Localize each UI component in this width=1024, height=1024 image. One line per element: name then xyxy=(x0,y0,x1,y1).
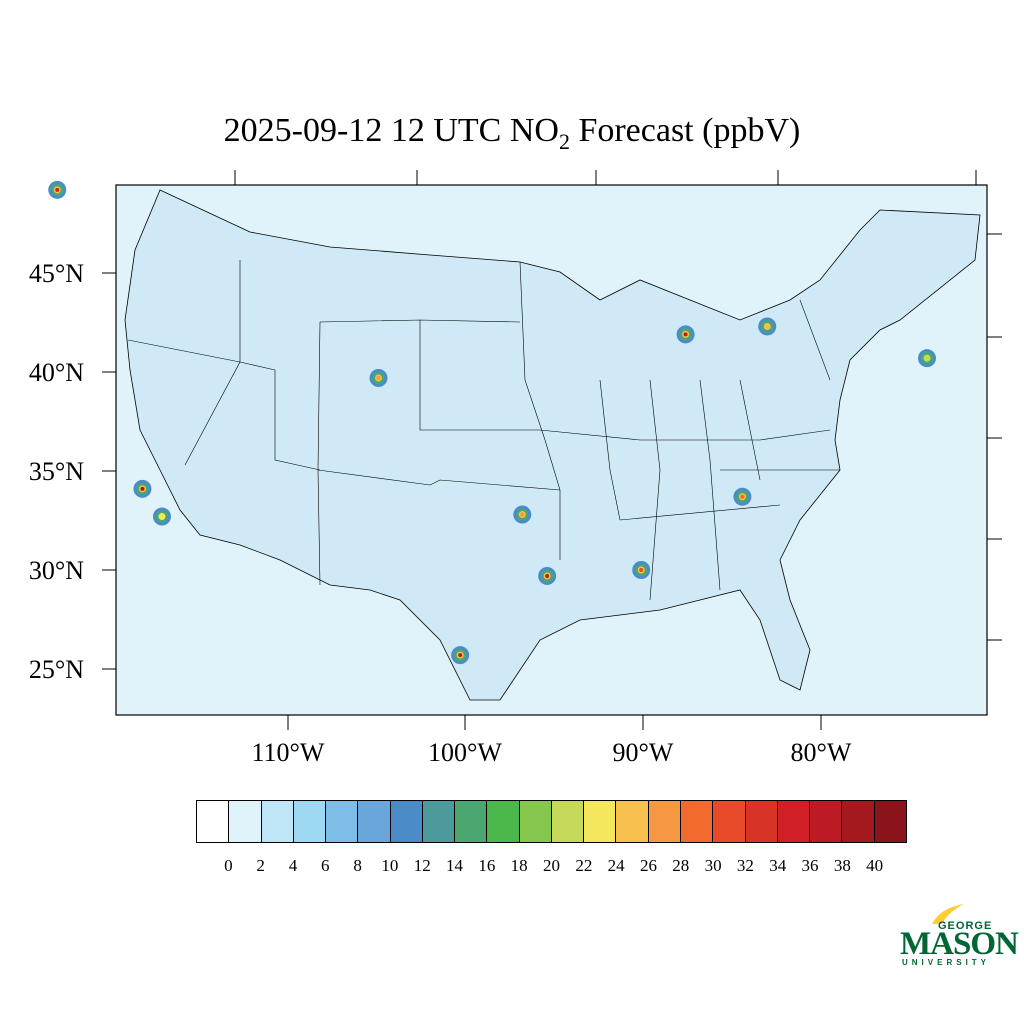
colorbar-tick-label: 40 xyxy=(866,856,884,875)
colorbar-tick-label: 8 xyxy=(353,856,362,875)
colorbar-swatch xyxy=(519,801,552,842)
lon-label-90w: 90°W xyxy=(612,738,674,767)
no2-hotspot xyxy=(765,324,770,329)
lat-label-45: 45°N xyxy=(28,259,84,288)
colorbar-tick-label: 26 xyxy=(639,856,657,875)
colorbar-swatch xyxy=(487,801,520,842)
flame-icon xyxy=(932,904,964,924)
no2-hotspot xyxy=(520,512,525,517)
colorbar-swatch xyxy=(261,801,294,842)
colorbar-tick-label: 32 xyxy=(736,856,754,875)
colorbar-swatch xyxy=(810,801,843,842)
colorbar-swatch xyxy=(293,801,327,842)
colorbar-tick-label: 20 xyxy=(543,856,560,875)
colorbar-swatch xyxy=(713,801,746,842)
lon-label-110w: 110°W xyxy=(251,738,325,767)
gmu-logo: GEORGE MASON UNIVERSITY xyxy=(898,902,1019,970)
state-boundaries xyxy=(127,260,840,601)
lat-label-25: 25°N xyxy=(28,655,84,684)
no2-hotspots xyxy=(48,180,936,665)
colorbar-tick-label: 2 xyxy=(256,856,265,875)
no2-hotspot xyxy=(376,375,381,380)
colorbar-swatch xyxy=(358,801,391,842)
logo-george: GEORGE xyxy=(938,920,993,932)
colorbar-swatch xyxy=(745,801,778,842)
lat-label-40: 40°N xyxy=(28,358,84,387)
colorbar-swatch xyxy=(455,801,488,842)
lat-label-30: 30°N xyxy=(28,556,84,585)
no2-hotspot xyxy=(140,486,145,491)
lon-label-80w: 80°W xyxy=(790,738,852,767)
colorbar-tick-label: 10 xyxy=(381,856,399,875)
map-title: 2025-09-12 12 UTC NO2 Forecast (ppbV) xyxy=(0,112,1024,155)
no2-hotspot xyxy=(545,573,550,578)
colorbar-swatch xyxy=(229,801,262,842)
logo-mason: MASON xyxy=(900,926,1019,962)
no2-hotspot xyxy=(925,356,929,361)
no2-hotspot xyxy=(458,653,463,658)
colorbar-tick-label: 36 xyxy=(801,856,819,875)
colorbar-swatch xyxy=(842,801,875,842)
title-subscript: 2 xyxy=(558,129,570,154)
lat-label-35: 35°N xyxy=(28,457,84,486)
colorbar-tick-label: 16 xyxy=(478,856,496,875)
title-suffix: Forecast (ppbV) xyxy=(569,112,801,149)
colorbar-tick-label: 6 xyxy=(321,856,330,875)
lon-label-100w: 100°W xyxy=(428,738,502,767)
title-prefix: 2025-09-12 12 UTC NO xyxy=(223,112,559,149)
no2-hotspot xyxy=(683,332,688,337)
colorbar-tick-label: 24 xyxy=(607,856,625,875)
colorbar-swatch xyxy=(648,801,681,842)
colorbar-tick-label: 22 xyxy=(575,856,593,875)
no2-hotspot xyxy=(639,568,644,572)
colorbar-swatch xyxy=(422,801,456,842)
colorbar-swatch xyxy=(390,801,423,842)
colorbar-swatch xyxy=(584,801,617,842)
colorbar-tick-label: 0 xyxy=(224,856,233,875)
colorbar-tick-label: 34 xyxy=(769,856,787,875)
logo-university: UNIVERSITY xyxy=(902,958,991,967)
colorbar-swatch xyxy=(197,801,230,842)
colorbar-tick-label: 30 xyxy=(704,856,722,875)
colorbar-swatch xyxy=(874,801,906,842)
colorbar-tick-label: 18 xyxy=(510,856,528,875)
colorbar-swatch xyxy=(326,801,359,842)
colorbar-swatch xyxy=(680,801,714,842)
conus-land-shading xyxy=(124,189,981,701)
no2-hotspot xyxy=(740,494,745,499)
colorbar-tick-label: 14 xyxy=(446,856,464,875)
colorbar-swatch xyxy=(551,801,585,842)
colorbar-tick-label: 4 xyxy=(288,856,298,875)
colorbar-swatch xyxy=(616,801,649,842)
colorbar xyxy=(196,800,907,843)
colorbar-tick-label: 38 xyxy=(833,856,851,875)
colorbar-swatch xyxy=(777,801,811,842)
map-ticks xyxy=(102,170,1002,730)
no2-hotspot xyxy=(55,187,60,192)
no2-hotspot xyxy=(159,514,164,519)
colorbar-tick-label: 28 xyxy=(672,856,690,875)
colorbar-tick-label: 12 xyxy=(413,856,431,875)
map-frame xyxy=(115,184,988,716)
